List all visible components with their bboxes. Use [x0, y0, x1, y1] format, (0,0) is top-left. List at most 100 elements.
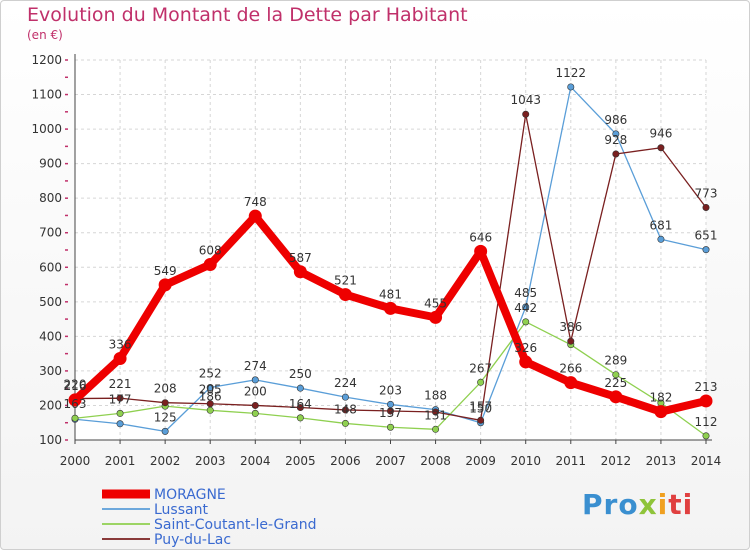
data-point [251, 376, 259, 384]
data-label: 1122 [556, 66, 587, 80]
data-point [522, 303, 530, 311]
data-point [341, 406, 349, 414]
data-point [206, 406, 214, 414]
data-label: 200 [244, 384, 267, 398]
y-tick-label: 300 [39, 364, 62, 378]
data-point [293, 265, 307, 279]
data-point [519, 355, 533, 369]
data-point [341, 393, 349, 401]
data-point [522, 318, 530, 326]
legend-label: MORAGNE [154, 487, 226, 503]
legend-label: Lussant [154, 502, 208, 518]
legend-label: Saint-Coutant-le-Grand [154, 517, 316, 533]
data-label: 131 [424, 408, 447, 422]
plot-area [75, 60, 706, 440]
data-label: 336 [109, 337, 132, 351]
data-label: 220 [64, 378, 87, 392]
data-point [206, 383, 214, 391]
data-label: 203 [379, 383, 402, 397]
y-tick-label: 800 [39, 191, 62, 205]
data-label: 137 [379, 406, 402, 420]
data-point [609, 390, 623, 404]
y-tick-label: 1200 [31, 53, 62, 67]
y-tick-label: 900 [39, 157, 62, 171]
x-tick-label: 2005 [285, 454, 316, 468]
data-label: 224 [334, 376, 357, 390]
data-point [251, 401, 259, 409]
data-point [116, 394, 124, 402]
data-point [657, 144, 665, 152]
data-point [206, 400, 214, 408]
y-tick-label: 1100 [31, 88, 62, 102]
x-tick-label: 2010 [510, 454, 541, 468]
legend-label: Puy-du-Lac [154, 532, 231, 548]
data-point [161, 427, 169, 435]
data-label: 608 [199, 244, 222, 258]
data-label: 112 [695, 415, 718, 429]
data-label: 252 [199, 366, 222, 380]
data-label: 125 [154, 410, 177, 424]
data-label: 455 [424, 296, 447, 310]
data-point [432, 425, 440, 433]
y-tick-label: 200 [39, 398, 62, 412]
data-point [474, 244, 488, 258]
proxiti-logo: Proxiti [582, 488, 694, 521]
data-label: 587 [289, 251, 312, 265]
data-label: 681 [649, 218, 672, 232]
data-point [477, 378, 485, 386]
data-label: 748 [244, 195, 267, 209]
y-tick-label: 500 [39, 295, 62, 309]
data-label: 521 [334, 274, 357, 288]
x-tick-label: 2006 [330, 454, 361, 468]
data-label: 213 [695, 380, 718, 394]
data-label: 163 [64, 397, 87, 411]
data-label: 208 [154, 382, 177, 396]
data-point [567, 337, 575, 345]
data-point [477, 416, 485, 424]
data-point [251, 409, 259, 417]
data-label: 177 [109, 392, 132, 406]
y-tick-label: 700 [39, 226, 62, 240]
data-label: 157 [469, 399, 492, 413]
y-tick-label: 600 [39, 260, 62, 274]
data-label: 225 [604, 376, 627, 390]
data-label: 148 [334, 402, 357, 416]
data-label: 946 [649, 127, 672, 141]
x-tick-label: 2003 [195, 454, 226, 468]
x-tick-label: 2009 [465, 454, 496, 468]
data-point [68, 393, 82, 407]
data-point [567, 83, 575, 91]
data-point [384, 301, 397, 315]
data-point [296, 404, 304, 412]
data-point [338, 288, 352, 302]
data-label: 485 [514, 286, 537, 300]
data-label: 986 [604, 113, 627, 127]
x-tick-label: 2008 [420, 454, 451, 468]
data-point [386, 407, 394, 415]
data-label: 216 [64, 379, 87, 393]
data-point [296, 384, 304, 392]
data-point [296, 414, 304, 422]
data-point [116, 420, 124, 428]
data-label: 386 [559, 320, 582, 334]
data-label: 274 [244, 359, 267, 373]
data-label: 188 [424, 389, 447, 403]
data-label: 205 [199, 383, 222, 397]
data-point [113, 351, 127, 365]
x-tick-label: 2004 [240, 454, 271, 468]
y-tick-label: 1000 [31, 122, 62, 136]
data-label: 549 [154, 264, 177, 278]
data-point [702, 246, 710, 254]
data-point [341, 419, 349, 427]
data-point [158, 278, 172, 292]
data-label: 182 [649, 391, 672, 405]
data-label: 266 [559, 362, 582, 376]
x-tick-label: 2001 [105, 454, 136, 468]
data-point [612, 130, 620, 138]
data-point [248, 209, 262, 223]
data-point [612, 371, 620, 379]
data-label: 646 [469, 230, 492, 244]
y-tick-label: 100 [39, 433, 62, 447]
data-label: 481 [379, 287, 402, 301]
data-label: 267 [469, 361, 492, 375]
